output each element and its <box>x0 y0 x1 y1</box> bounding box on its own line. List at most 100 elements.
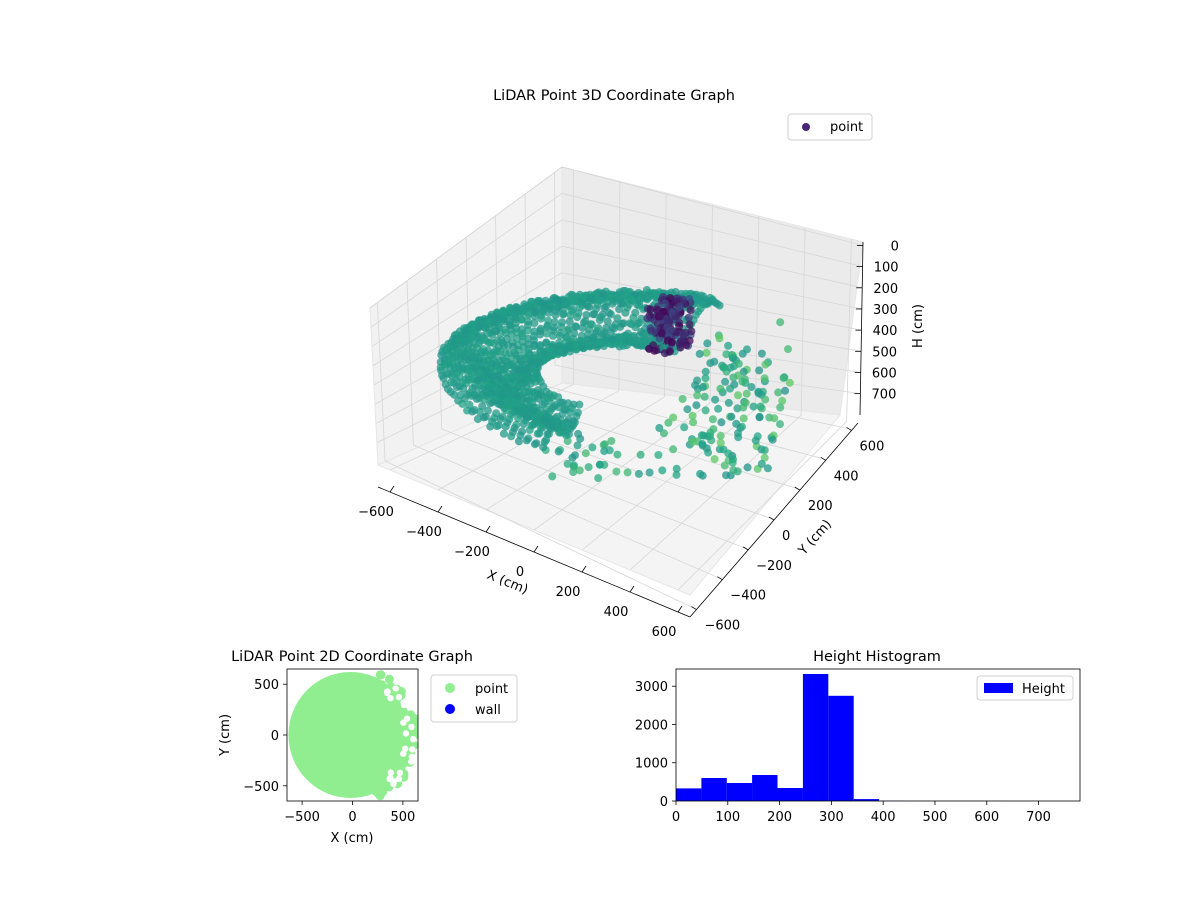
y-tick-label: 500 <box>254 678 279 693</box>
y-tick-mark <box>717 576 723 581</box>
point-marker <box>472 394 481 403</box>
z-gridline-left <box>372 245 563 366</box>
histogram-frame <box>675 668 1081 802</box>
2d-chart-title: LiDAR Point 2D Coordinate Graph <box>231 649 473 665</box>
point-marker <box>757 459 766 468</box>
point-marker <box>566 408 575 417</box>
point-marker <box>598 289 607 298</box>
point-marker <box>573 313 582 322</box>
y-tick-mark <box>846 427 852 431</box>
point-marker <box>366 687 376 697</box>
lidar-2d-chart: LiDAR Point 2D Coordinate Graph −500 0 500… <box>218 649 518 846</box>
gap-mark <box>400 699 407 706</box>
point-marker <box>706 428 715 437</box>
point-marker <box>633 300 642 309</box>
point-marker <box>458 399 467 408</box>
point-marker <box>734 429 742 438</box>
point-marker <box>689 418 698 427</box>
y-tick-label: −200 <box>756 559 792 574</box>
point-marker <box>676 302 684 311</box>
point-marker <box>456 340 465 349</box>
point-marker <box>631 323 640 332</box>
point-marker <box>539 443 548 452</box>
point-marker <box>669 445 678 454</box>
point-marker <box>570 297 579 305</box>
gap-mark <box>408 723 415 731</box>
gap-mark <box>400 719 407 726</box>
point-marker <box>761 395 770 404</box>
y-tick-mark <box>794 486 801 491</box>
x-tick-mark <box>485 525 491 533</box>
point-marker <box>387 719 396 729</box>
point-marker <box>523 326 532 335</box>
point-marker <box>739 403 748 412</box>
point-marker <box>714 404 723 413</box>
x-tick-label: 300 <box>819 810 844 825</box>
point-marker <box>487 310 496 319</box>
point-marker <box>636 450 645 459</box>
histogram-bar <box>853 799 880 801</box>
point-marker <box>391 742 400 752</box>
point-marker <box>589 310 598 319</box>
2d-legend: point wall <box>430 674 518 723</box>
point-marker <box>686 306 695 315</box>
point-marker <box>779 374 788 382</box>
point-marker <box>696 469 705 478</box>
point-marker <box>459 384 468 393</box>
gap-mark <box>387 695 394 702</box>
point-marker <box>551 310 560 319</box>
y-gridline-vertical <box>376 302 386 462</box>
histogram-bars <box>676 674 1006 801</box>
height-histogram-chart: Height Histogram 0 100 200 300 400 500 600 700 0… <box>635 649 1081 825</box>
point-marker <box>595 338 604 346</box>
point-marker <box>563 326 572 335</box>
x-gridline <box>581 408 756 551</box>
point-marker <box>536 330 545 339</box>
point-marker <box>565 339 574 348</box>
point-marker <box>637 294 645 303</box>
histogram-bar <box>752 775 778 801</box>
z-gridline <box>561 193 863 268</box>
point-marker <box>542 338 551 347</box>
point-marker <box>722 471 730 480</box>
2d-legend-point-label: point <box>475 682 508 697</box>
y-tick-label: 200 <box>808 499 833 514</box>
point-marker <box>703 339 712 348</box>
point-marker <box>545 397 554 406</box>
z-tick-label: 100 <box>874 261 899 276</box>
point-marker <box>740 375 749 384</box>
point-marker <box>647 326 656 335</box>
3d-chart-title: LiDAR Point 3D Coordinate Graph <box>493 88 735 104</box>
point-marker <box>533 298 541 307</box>
point-marker <box>699 431 708 440</box>
point-marker <box>708 415 717 424</box>
x-tick-mark <box>629 585 635 593</box>
point-marker <box>749 402 758 411</box>
point-marker <box>776 403 785 412</box>
point-marker <box>678 395 687 403</box>
z-gridline <box>561 351 861 395</box>
gap-mark <box>395 693 403 701</box>
x-tick-mark <box>533 545 539 553</box>
point-marker <box>377 680 387 690</box>
point-marker <box>595 316 604 325</box>
point-marker <box>514 437 523 446</box>
point-marker <box>761 360 770 369</box>
histogram-bar <box>701 778 727 801</box>
point-marker <box>669 413 678 422</box>
z-tick-label: 200 <box>873 282 898 297</box>
point-marker <box>657 329 666 338</box>
point-marker <box>530 319 539 327</box>
point-marker <box>544 308 553 317</box>
x-gridline <box>677 421 847 591</box>
z-tick-label: 300 <box>873 303 898 318</box>
x-tick-label: 500 <box>923 810 948 825</box>
point-marker <box>751 436 760 445</box>
point-marker <box>586 294 595 303</box>
point-marker <box>663 316 672 325</box>
point-marker <box>500 317 509 326</box>
y-tick-label: 600 <box>860 439 885 454</box>
point-marker <box>742 389 751 398</box>
point-marker <box>575 400 584 409</box>
point-marker <box>594 474 603 483</box>
